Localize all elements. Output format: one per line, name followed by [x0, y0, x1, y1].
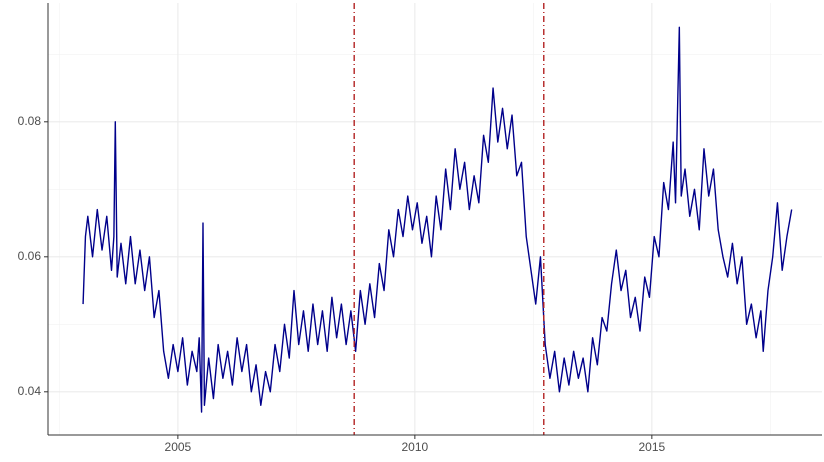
- x-tick-label: 2010: [402, 440, 429, 454]
- x-tick-label: 2015: [638, 440, 665, 454]
- x-tick-label: 2005: [165, 440, 192, 454]
- y-tick-label: 0.06: [18, 249, 42, 263]
- series-line: [82, 26, 793, 413]
- y-tick-label: 0.08: [18, 114, 42, 128]
- y-tick-label: 0.04: [18, 384, 42, 398]
